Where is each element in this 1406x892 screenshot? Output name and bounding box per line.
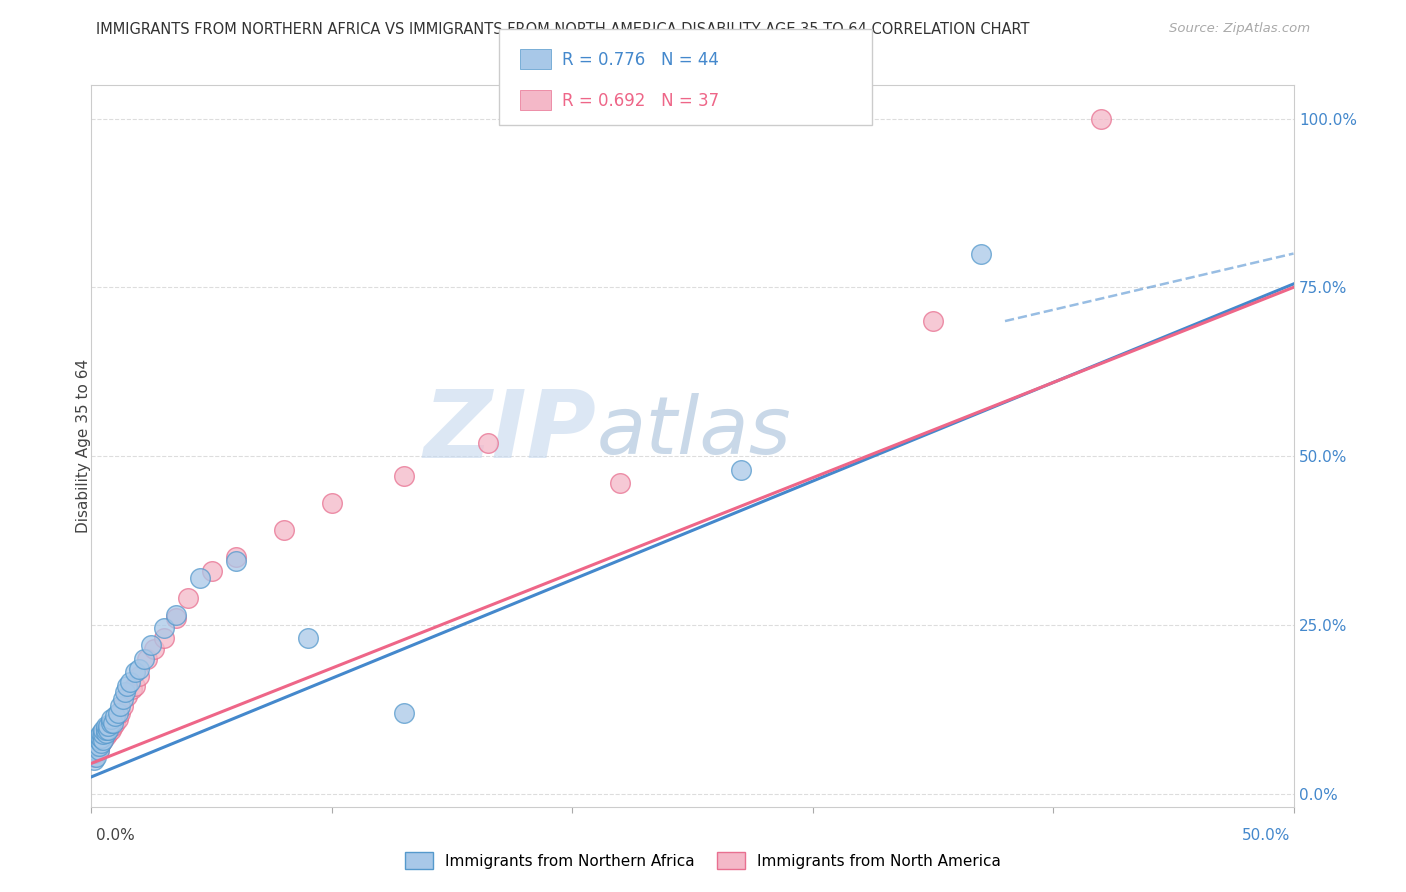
Point	[128, 668, 150, 682]
Point	[90, 731, 112, 746]
Point	[83, 749, 105, 764]
Point	[1090, 112, 1112, 126]
Point	[87, 732, 110, 747]
Point	[83, 753, 105, 767]
Text: 0.0%: 0.0%	[96, 829, 135, 843]
Point	[392, 469, 415, 483]
Point	[97, 719, 120, 733]
Point	[124, 679, 146, 693]
Legend: Immigrants from Northern Africa, Immigrants from North America: Immigrants from Northern Africa, Immigra…	[399, 846, 1007, 875]
Point	[135, 651, 157, 665]
Point	[477, 435, 499, 450]
Point	[111, 692, 134, 706]
Point	[321, 496, 343, 510]
Point	[128, 662, 150, 676]
Point	[110, 706, 132, 720]
Point	[141, 638, 163, 652]
Point	[84, 746, 107, 760]
Point	[94, 723, 117, 737]
Point	[104, 715, 127, 730]
Point	[90, 726, 112, 740]
Point	[84, 749, 107, 764]
Point	[84, 739, 107, 754]
Point	[107, 713, 129, 727]
Point	[273, 524, 295, 538]
Point	[188, 571, 211, 585]
Point	[93, 727, 115, 741]
Point	[101, 715, 124, 730]
Text: R = 0.692   N = 37: R = 0.692 N = 37	[562, 92, 720, 110]
Point	[97, 723, 120, 737]
Point	[94, 723, 117, 737]
Point	[110, 698, 132, 713]
Point	[94, 730, 117, 744]
Point	[225, 554, 247, 568]
Point	[100, 723, 122, 737]
Text: 50.0%: 50.0%	[1243, 829, 1291, 843]
Point	[392, 706, 415, 720]
Point	[107, 706, 129, 720]
Point	[609, 476, 631, 491]
Point	[90, 730, 112, 744]
Point	[84, 736, 107, 750]
Point	[165, 611, 187, 625]
Point	[225, 550, 247, 565]
Point	[124, 665, 146, 680]
Point	[93, 723, 115, 737]
Point	[90, 736, 112, 750]
Point	[111, 698, 134, 713]
Point	[83, 743, 105, 757]
Point	[93, 732, 115, 747]
Point	[100, 715, 122, 730]
Point	[922, 314, 945, 328]
Point	[114, 685, 136, 699]
Point	[94, 719, 117, 733]
Point	[83, 746, 105, 760]
Point	[87, 739, 110, 754]
Point	[97, 719, 120, 733]
Point	[90, 736, 112, 750]
Text: IMMIGRANTS FROM NORTHERN AFRICA VS IMMIGRANTS FROM NORTH AMERICA DISABILITY AGE : IMMIGRANTS FROM NORTHERN AFRICA VS IMMIG…	[96, 22, 1029, 37]
Point	[104, 709, 127, 723]
Point	[118, 675, 141, 690]
Point	[165, 607, 187, 622]
Point	[201, 564, 224, 578]
Point	[87, 743, 110, 757]
Point	[84, 739, 107, 754]
Point	[152, 621, 174, 635]
Text: atlas: atlas	[596, 392, 792, 471]
Text: R = 0.776   N = 44: R = 0.776 N = 44	[562, 51, 720, 69]
Point	[101, 719, 124, 733]
Y-axis label: Disability Age 35 to 64: Disability Age 35 to 64	[76, 359, 90, 533]
Point	[152, 632, 174, 646]
Point	[121, 682, 143, 697]
Point	[87, 743, 110, 757]
Point	[134, 651, 156, 665]
Point	[297, 632, 319, 646]
Point	[117, 679, 139, 693]
Point	[730, 462, 752, 476]
Point	[142, 641, 165, 656]
Point	[87, 730, 110, 744]
Text: Source: ZipAtlas.com: Source: ZipAtlas.com	[1170, 22, 1310, 36]
Point	[100, 713, 122, 727]
Point	[176, 591, 198, 605]
Point	[87, 732, 110, 747]
Point	[93, 732, 115, 747]
Point	[94, 726, 117, 740]
Text: ZIP: ZIP	[423, 385, 596, 477]
Point	[84, 732, 107, 747]
Point	[117, 689, 139, 703]
Point	[93, 726, 115, 740]
Point	[970, 246, 993, 260]
Point	[97, 726, 120, 740]
